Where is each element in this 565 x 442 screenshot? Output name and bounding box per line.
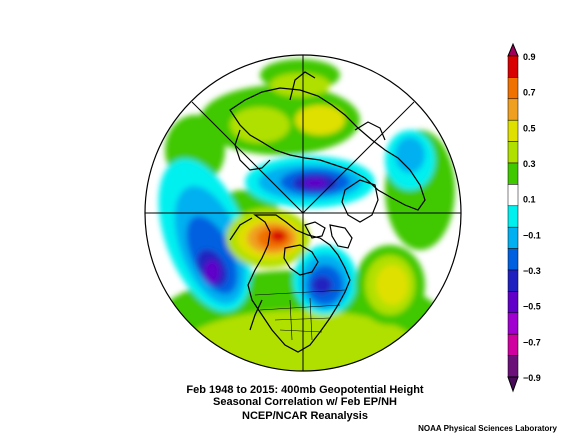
colorbar-tick-label: −0.7 <box>523 337 541 347</box>
colorbar-swatch <box>507 98 519 121</box>
colorbar-tick-label: 0.3 <box>523 159 536 169</box>
colorbar-tick-label: 0.9 <box>523 52 536 62</box>
colorbar-swatch <box>507 312 519 335</box>
map-boundary <box>144 54 462 372</box>
caption-line-2: Seasonal Correlation w/ Feb EP/NH <box>213 396 397 408</box>
colorbar-swatch <box>507 355 519 378</box>
colorbar: 0.9 0.7 0.5 0.3 0.1 −0.1 −0.3 −0.5 −0.7 −0.9 <box>507 42 541 393</box>
colorbar-tick-label: −0.5 <box>523 302 541 312</box>
colorbar-swatch <box>507 291 519 314</box>
colorbar-tick-label: −0.3 <box>523 266 541 276</box>
caption-line-3: NCEP/NCAR Reanalysis <box>242 410 368 422</box>
colorbar-tick-label: 0.5 <box>523 123 536 133</box>
correlation-field <box>145 55 461 371</box>
colorbar-swatch <box>507 119 519 142</box>
colorbar-top-arrow <box>507 42 519 57</box>
colorbar-tick-label: 0.7 <box>523 88 536 98</box>
credit-label: NOAA Physical Sciences Laboratory <box>418 424 557 433</box>
colorbar-swatch <box>507 162 519 185</box>
colorbar-tick-label: −0.1 <box>523 230 541 240</box>
borders <box>254 289 346 341</box>
colorbar-swatch <box>507 77 519 100</box>
colorbar-swatch <box>507 248 519 271</box>
colorbar-swatch <box>507 226 519 249</box>
colorbar-swatch <box>507 205 519 228</box>
colorbar-bottom-arrow <box>507 376 519 393</box>
colorbar-swatch <box>507 333 519 356</box>
graticule <box>145 55 461 371</box>
colorbar-swatch <box>507 184 519 207</box>
colorbar-swatch <box>507 269 519 292</box>
colorbar-swatch <box>507 141 519 164</box>
colorbar-tick-label: −0.9 <box>523 373 541 383</box>
caption-line-1: Feb 1948 to 2015: 400mb Geopotential Hei… <box>186 384 424 396</box>
colorbar-tick-label: 0.1 <box>523 195 536 205</box>
colorbar-swatch <box>507 55 519 78</box>
